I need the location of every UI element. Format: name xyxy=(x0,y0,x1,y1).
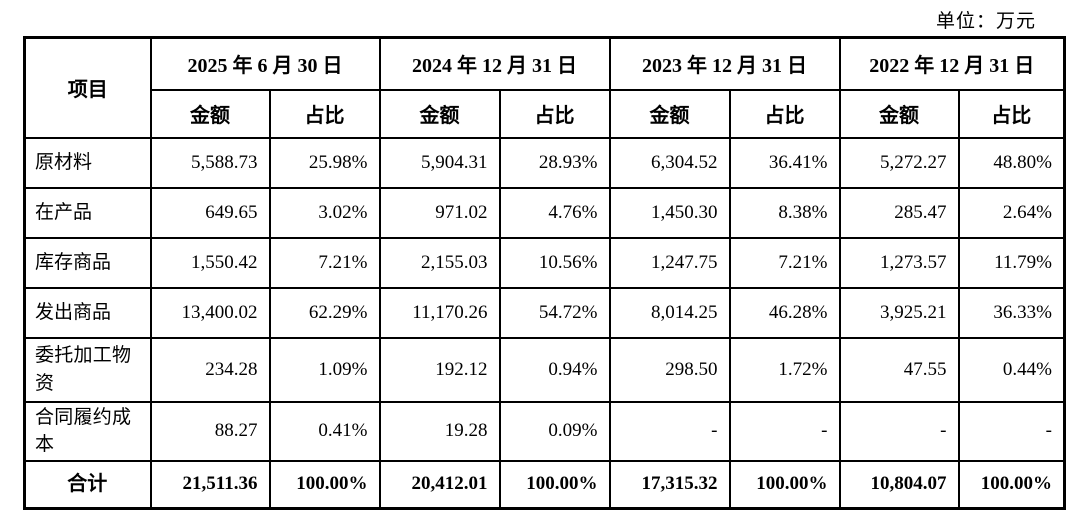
ratio-cell: 62.29% xyxy=(268,286,381,339)
amount-cell: 10,804.07 xyxy=(838,459,960,510)
table-row-work-in-progress: 在产品 649.65 3.02% 971.02 4.76% 1,450.30 8… xyxy=(23,186,1066,239)
column-header-amount: 金额 xyxy=(608,88,731,139)
ratio-cell: 8.38% xyxy=(728,186,841,239)
amount-cell: 298.50 xyxy=(608,336,731,403)
row-label-total: 合计 xyxy=(23,459,152,510)
ratio-cell: 3.02% xyxy=(268,186,381,239)
column-header-amount: 金额 xyxy=(149,88,271,139)
amount-cell: 20,412.01 xyxy=(378,459,501,510)
amount-cell: 285.47 xyxy=(838,186,960,239)
ratio-cell: 46.28% xyxy=(728,286,841,339)
amount-cell: 47.55 xyxy=(838,336,960,403)
amount-cell: - xyxy=(838,400,960,462)
row-label: 原材料 xyxy=(23,136,152,189)
row-label: 库存商品 xyxy=(23,236,152,289)
ratio-cell: 36.41% xyxy=(728,136,841,189)
ratio-cell: 54.72% xyxy=(498,286,611,339)
ratio-cell: 7.21% xyxy=(268,236,381,289)
ratio-cell: 2.64% xyxy=(957,186,1066,239)
column-header-ratio: 占比 xyxy=(728,88,841,139)
table-row-consigned-processing-materials: 委托加工物资 234.28 1.09% 192.12 0.94% 298.50 … xyxy=(23,336,1066,403)
ratio-cell: 48.80% xyxy=(957,136,1066,189)
amount-cell: 17,315.32 xyxy=(608,459,731,510)
ratio-cell: 25.98% xyxy=(268,136,381,189)
amount-cell: 11,170.26 xyxy=(378,286,501,339)
amount-cell: 1,450.30 xyxy=(608,186,731,239)
header-row-periods: 项目 2025 年 6 月 30 日 2024 年 12 月 31 日 2023… xyxy=(23,36,1066,139)
table-row-goods-shipped: 发出商品 13,400.02 62.29% 11,170.26 54.72% 8… xyxy=(23,286,1066,339)
amount-cell: 1,247.75 xyxy=(608,236,731,289)
amount-cell: 649.65 xyxy=(149,186,271,239)
ratio-cell: 100.00% xyxy=(268,459,381,510)
column-header-period-2023-12-31: 2023 年 12 月 31 日 xyxy=(608,36,841,91)
ratio-cell: 7.21% xyxy=(728,236,841,289)
unit-label: 单位：万元 xyxy=(935,11,1036,32)
column-header-ratio: 占比 xyxy=(957,88,1066,139)
ratio-cell: 100.00% xyxy=(498,459,611,510)
amount-cell: 19.28 xyxy=(378,400,501,462)
header-row-subcolumns: 金额 占比 金额 占比 金额 占比 金额 占比 xyxy=(25,88,1066,139)
column-header-amount: 金额 xyxy=(378,88,501,139)
column-header-ratio: 占比 xyxy=(268,88,381,139)
ratio-cell: 4.76% xyxy=(498,186,611,239)
column-header-period-2025-06-30: 2025 年 6 月 30 日 xyxy=(149,36,381,91)
amount-cell: 13,400.02 xyxy=(149,286,271,339)
column-header-ratio: 占比 xyxy=(498,88,611,139)
amount-cell: 5,588.73 xyxy=(149,136,271,189)
amount-cell: 1,273.57 xyxy=(838,236,960,289)
row-label: 委托加工物资 xyxy=(23,336,152,403)
ratio-cell: 11.79% xyxy=(957,236,1066,289)
ratio-cell: - xyxy=(728,400,841,462)
ratio-cell: 1.09% xyxy=(268,336,381,403)
table-row-contract-performance-cost: 合同履约成本 88.27 0.41% 19.28 0.09% - - - - xyxy=(23,400,1066,462)
amount-cell: 1,550.42 xyxy=(149,236,271,289)
table-row-total: 合计 21,511.36 100.00% 20,412.01 100.00% 1… xyxy=(23,459,1066,510)
row-label: 发出商品 xyxy=(23,286,152,339)
ratio-cell: 0.44% xyxy=(957,336,1066,403)
amount-cell: 21,511.36 xyxy=(149,459,271,510)
ratio-cell: 100.00% xyxy=(957,459,1066,510)
table-row-raw-materials: 原材料 5,588.73 25.98% 5,904.31 28.93% 6,30… xyxy=(23,136,1066,189)
amount-cell: 8,014.25 xyxy=(608,286,731,339)
amount-cell: 5,904.31 xyxy=(378,136,501,189)
column-header-period-2024-12-31: 2024 年 12 月 31 日 xyxy=(378,36,611,91)
row-label: 合同履约成本 xyxy=(23,400,152,462)
amount-cell: 971.02 xyxy=(378,186,501,239)
ratio-cell: 10.56% xyxy=(498,236,611,289)
amount-cell: 192.12 xyxy=(378,336,501,403)
amount-cell: 3,925.21 xyxy=(838,286,960,339)
ratio-cell: 100.00% xyxy=(728,459,841,510)
ratio-cell: - xyxy=(957,400,1066,462)
inventory-composition-table: 项目 2025 年 6 月 30 日 2024 年 12 月 31 日 2023… xyxy=(23,36,1066,511)
amount-cell: 88.27 xyxy=(149,400,271,462)
ratio-cell: 0.09% xyxy=(498,400,611,462)
column-header-item: 项目 xyxy=(23,36,152,139)
column-header-amount: 金额 xyxy=(838,88,960,139)
amount-cell: 2,155.03 xyxy=(378,236,501,289)
amount-cell: 6,304.52 xyxy=(608,136,731,189)
column-header-period-2022-12-31: 2022 年 12 月 31 日 xyxy=(838,36,1066,91)
ratio-cell: 36.33% xyxy=(957,286,1066,339)
amount-cell: 5,272.27 xyxy=(838,136,960,189)
ratio-cell: 1.72% xyxy=(728,336,841,403)
amount-cell: 234.28 xyxy=(149,336,271,403)
ratio-cell: 28.93% xyxy=(498,136,611,189)
row-label: 在产品 xyxy=(23,186,152,239)
ratio-cell: 0.41% xyxy=(268,400,381,462)
ratio-cell: 0.94% xyxy=(498,336,611,403)
amount-cell: - xyxy=(608,400,731,462)
table-row-finished-goods: 库存商品 1,550.42 7.21% 2,155.03 10.56% 1,24… xyxy=(23,236,1066,289)
